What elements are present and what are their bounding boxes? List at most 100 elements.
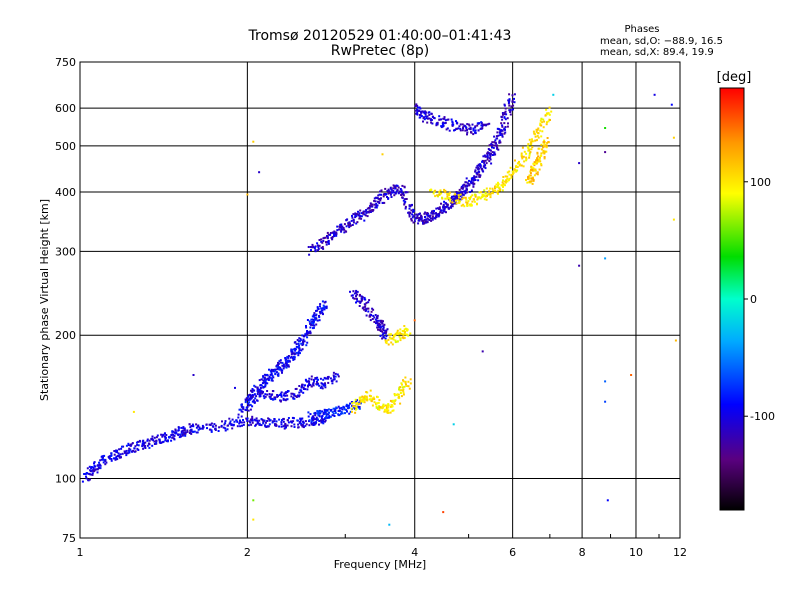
data-point	[507, 122, 509, 125]
data-point	[409, 378, 412, 381]
data-point	[521, 157, 524, 160]
data-point	[117, 452, 120, 455]
data-point	[274, 373, 277, 376]
data-point	[508, 170, 511, 173]
data-point	[306, 330, 309, 333]
data-point	[462, 186, 465, 189]
data-point	[258, 379, 261, 382]
data-point	[497, 189, 500, 192]
data-point	[284, 394, 287, 397]
data-point	[442, 209, 445, 212]
data-point	[386, 328, 389, 331]
data-point	[285, 426, 287, 429]
data-point	[451, 120, 454, 123]
data-point	[449, 198, 452, 201]
data-point	[334, 375, 337, 378]
data-point	[365, 309, 367, 312]
data-point	[377, 401, 380, 404]
data-point	[439, 189, 442, 192]
data-point	[309, 383, 312, 386]
data-point	[247, 394, 250, 397]
data-point	[500, 122, 503, 125]
data-point	[395, 184, 398, 187]
data-point	[311, 423, 314, 426]
data-point	[263, 397, 266, 400]
data-point	[536, 134, 539, 137]
data-point	[304, 333, 307, 336]
data-point	[386, 196, 388, 198]
data-point	[340, 227, 343, 230]
data-point	[210, 429, 213, 432]
data-point	[268, 418, 271, 421]
data-point	[150, 437, 153, 440]
data-point	[276, 395, 279, 398]
data-point	[280, 425, 283, 428]
data-point	[490, 192, 493, 194]
data-point	[344, 412, 346, 415]
data-point	[501, 129, 504, 132]
data-point	[537, 136, 540, 139]
data-point	[499, 188, 502, 191]
data-point	[98, 461, 100, 464]
data-point	[527, 177, 530, 180]
data-point	[85, 472, 88, 474]
data-point	[307, 380, 310, 383]
data-point	[422, 117, 425, 120]
data-point	[366, 207, 369, 210]
data-point	[369, 202, 372, 205]
data-point	[183, 427, 186, 430]
data-point	[527, 143, 530, 146]
data-point	[269, 370, 272, 373]
data-point	[376, 324, 379, 327]
data-point	[144, 441, 147, 444]
data-point	[405, 198, 408, 200]
data-point	[371, 404, 374, 407]
data-point	[380, 197, 382, 200]
data-point	[262, 390, 264, 393]
data-point	[461, 197, 464, 200]
data-point	[506, 117, 509, 120]
data-point	[446, 197, 449, 200]
data-point	[301, 344, 304, 346]
data-point	[318, 244, 321, 247]
data-point	[329, 233, 332, 236]
data-point	[494, 190, 497, 192]
data-point	[361, 296, 364, 298]
data-point	[499, 189, 501, 192]
data-point	[158, 438, 161, 441]
data-point	[306, 341, 309, 344]
data-point	[474, 193, 476, 196]
data-point	[264, 395, 267, 398]
data-point	[440, 118, 442, 121]
data-point	[536, 128, 539, 131]
data-point	[545, 146, 548, 149]
data-point	[398, 335, 401, 338]
data-point	[474, 126, 477, 129]
data-point	[371, 210, 374, 213]
data-point	[236, 420, 239, 423]
data-point	[500, 129, 503, 132]
data-point	[457, 199, 460, 202]
data-point	[424, 115, 427, 118]
data-point	[325, 243, 328, 246]
data-point	[151, 444, 154, 447]
data-point	[397, 396, 400, 399]
data-point	[408, 207, 411, 210]
data-point	[256, 422, 259, 425]
data-point	[416, 216, 419, 219]
data-point	[426, 212, 429, 214]
data-point	[630, 374, 633, 376]
data-point	[434, 189, 437, 192]
data-point	[440, 202, 442, 205]
data-point	[409, 332, 412, 335]
data-point	[446, 195, 449, 198]
data-point	[430, 188, 433, 191]
data-point	[504, 126, 507, 128]
data-point	[308, 419, 311, 422]
data-point	[402, 393, 405, 396]
data-point	[335, 232, 338, 235]
data-point	[387, 191, 390, 194]
data-point	[236, 425, 239, 428]
data-point	[531, 168, 534, 171]
data-point	[253, 384, 256, 387]
